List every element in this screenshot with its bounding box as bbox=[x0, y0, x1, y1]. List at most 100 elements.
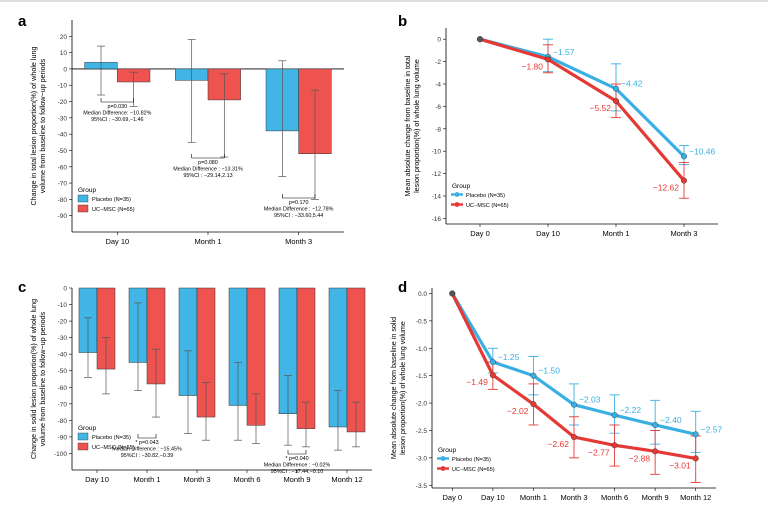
legend-title: Group bbox=[78, 425, 96, 432]
annotation-text: 95%CI : −30.82,−0.39 bbox=[121, 453, 173, 459]
data-label: −4.42 bbox=[621, 79, 643, 89]
data-label: −2.03 bbox=[579, 395, 601, 405]
data-label: −1.25 bbox=[498, 352, 520, 362]
annotation-text: Median Difference : −15.45% bbox=[112, 447, 182, 453]
legend-title: Group bbox=[452, 183, 470, 190]
annotation-text: 95%CI : −17.44,−0.10 bbox=[271, 469, 323, 475]
y-tick-label: -2 bbox=[435, 59, 441, 66]
x-tick-label: Day 0 bbox=[470, 229, 490, 238]
data-label: −2.02 bbox=[507, 406, 529, 416]
y-tick-label: -90 bbox=[58, 434, 68, 441]
y-tick-label: -12 bbox=[432, 171, 442, 178]
data-point bbox=[545, 56, 552, 63]
y-tick-label: -40 bbox=[58, 352, 68, 359]
y-tick-label: -90 bbox=[58, 213, 68, 220]
x-tick-label: Month 6 bbox=[233, 475, 260, 484]
y-axis-label-line: Change in solid lesion proportion(%) of … bbox=[29, 299, 38, 459]
y-tick-label: -14 bbox=[432, 194, 442, 201]
x-tick-label: Month 12 bbox=[331, 475, 362, 484]
x-tick-label: Day 10 bbox=[105, 237, 129, 246]
data-point bbox=[681, 153, 688, 160]
data-point bbox=[652, 421, 659, 428]
y-axis-label-line: volume from baseline to follow−up period… bbox=[38, 58, 47, 193]
y-tick-label: -6 bbox=[435, 104, 441, 111]
annotation-text: 95%CI : −33.60,5.44 bbox=[274, 213, 323, 219]
y-axis-label-line: Mean absolute change from baseline in to… bbox=[403, 55, 412, 196]
data-label: −2.40 bbox=[660, 415, 682, 425]
data-point bbox=[530, 372, 537, 379]
annotation-text: p=0.170 bbox=[289, 200, 309, 206]
data-label: −12.62 bbox=[653, 183, 680, 193]
data-point bbox=[571, 434, 578, 441]
y-tick-label: -20 bbox=[58, 319, 68, 326]
y-axis-label: Change in total lesion proportion(%) of … bbox=[29, 46, 47, 205]
legend-label: UC−MSC (N=65) bbox=[452, 467, 495, 473]
legend-label: UC−MSC (N=65) bbox=[466, 203, 509, 209]
data-label: −2.22 bbox=[620, 405, 642, 415]
legend-swatch bbox=[77, 204, 89, 213]
x-tick-label: Month 1 bbox=[133, 475, 160, 484]
data-point bbox=[613, 85, 620, 92]
y-axis-label: Mean absolute change from baseline in to… bbox=[403, 55, 421, 196]
x-tick-label: Month 3 bbox=[560, 493, 587, 502]
y-tick-label: -70 bbox=[58, 401, 68, 408]
data-label: −1.57 bbox=[553, 47, 575, 57]
y-axis-label: Change in solid lesion proportion(%) of … bbox=[29, 299, 47, 459]
y-axis-label-line: lesion proportion(%) of whole lung volum… bbox=[398, 321, 407, 455]
x-tick-label: Month 9 bbox=[642, 493, 669, 502]
x-tick-label: Month 1 bbox=[194, 237, 221, 246]
series-line-0 bbox=[478, 37, 686, 158]
annotation-text: 95%CI : −30.69,−1.46 bbox=[91, 117, 143, 123]
annotation-text: p=0.030 bbox=[108, 104, 128, 110]
data-point bbox=[652, 448, 659, 455]
panel-c: c 0 -10 -20 -30 -40 -50 -60 -70 -80 -90 -100 Change … bbox=[18, 279, 372, 484]
x-tick-label: Month 9 bbox=[283, 475, 310, 484]
y-axis-label-line: Change in total lesion proportion(%) of … bbox=[29, 46, 38, 205]
y-tick-label: -60 bbox=[58, 164, 68, 171]
data-label: −2.88 bbox=[629, 453, 651, 463]
legend-swatch-dot bbox=[440, 466, 446, 471]
x-tick-label: Month 3 bbox=[285, 237, 312, 246]
panel-tag: a bbox=[18, 13, 27, 30]
y-tick-label: -30 bbox=[58, 335, 68, 342]
y-tick-label: -10 bbox=[432, 149, 442, 156]
data-label: −3.01 bbox=[669, 460, 691, 470]
data-point bbox=[489, 358, 496, 365]
y-tick-label: -1.0 bbox=[416, 346, 428, 353]
panel-b: b 0 -2 -4 -6 -8 -10 -12 -14 -16 Mean absolute chan… bbox=[398, 13, 718, 238]
legend-label: Placebo (N=35) bbox=[92, 435, 131, 441]
y-tick-label: -100 bbox=[54, 451, 67, 458]
data-point bbox=[489, 372, 496, 379]
x-tick-label: Day 10 bbox=[536, 229, 560, 238]
y-tick-label: -20 bbox=[58, 99, 68, 106]
annotation-text: * p=0.043 bbox=[135, 440, 158, 446]
y-axis-label: Mean absolute change from baseline in so… bbox=[389, 317, 407, 459]
legend-swatch bbox=[77, 432, 89, 441]
legend-title: Group bbox=[438, 447, 456, 454]
y-tick-label: -50 bbox=[58, 368, 68, 375]
data-point bbox=[530, 401, 537, 408]
y-tick-label: -2.0 bbox=[416, 401, 428, 408]
y-tick-label: -0.5 bbox=[416, 318, 428, 325]
y-tick-label: -3.5 bbox=[416, 483, 428, 490]
y-tick-label: -80 bbox=[58, 197, 68, 204]
y-tick-label: -80 bbox=[58, 418, 68, 425]
data-point bbox=[613, 98, 620, 105]
y-axis-label-line: Mean absolute change from baseline in so… bbox=[389, 317, 398, 459]
panel-tag: b bbox=[398, 13, 407, 30]
y-tick-label: -10 bbox=[58, 83, 68, 90]
data-point bbox=[571, 401, 578, 408]
annotation-text: p=0.080 bbox=[198, 160, 218, 166]
data-point bbox=[692, 455, 699, 462]
legend-swatch-dot bbox=[454, 202, 460, 207]
y-tick-label: -4 bbox=[435, 82, 441, 89]
significance-bracket bbox=[287, 450, 307, 455]
significance-bracket bbox=[137, 434, 157, 439]
legend-swatch bbox=[77, 442, 89, 451]
y-tick-label: 10 bbox=[60, 50, 68, 57]
data-point bbox=[681, 177, 688, 184]
panel-d: d 0.0 -0.5 -1.0 -1.5 -2.0 -2.5 -3.0 -3.5 Mean abs… bbox=[389, 279, 722, 502]
series-line-1 bbox=[478, 37, 686, 183]
y-tick-label: -40 bbox=[58, 132, 68, 139]
